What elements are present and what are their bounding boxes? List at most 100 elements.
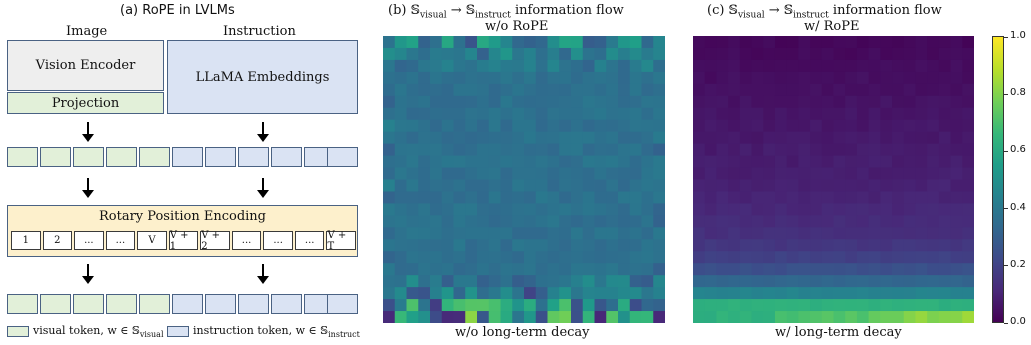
visual-token [106, 294, 137, 314]
heatmap-c-cell [821, 215, 835, 228]
heatmap-b-cell [594, 299, 607, 312]
heatmap-b-cell [535, 191, 549, 205]
heatmap-c-cell [798, 287, 811, 300]
heatmap-c-cell [739, 299, 753, 312]
heatmap-b-cell [524, 143, 537, 157]
heatmap-c-cell [915, 227, 928, 240]
heatmap-c-cell [821, 263, 835, 276]
heatmap-b-cell [418, 59, 431, 73]
colorbar-tick-label: 1.0 [1010, 30, 1026, 41]
heatmap-c-cell [763, 155, 776, 169]
heatmap-c-cell [868, 71, 881, 85]
heatmap-c-cell [915, 71, 928, 85]
heatmap-b-cell [465, 36, 478, 49]
heatmap-c-cell [880, 155, 893, 169]
instruction-token [327, 147, 358, 167]
heatmap-b-cell [653, 287, 665, 300]
heatmap-b-cell [465, 71, 478, 85]
heatmap-c-cell [716, 59, 729, 73]
heatmap-b-cell [653, 239, 665, 252]
heatmap-c-cell [763, 143, 776, 157]
heatmap-b-cell [547, 239, 560, 252]
heatmap-c-cell [821, 107, 835, 121]
heatmap-b-cell [535, 167, 549, 181]
heatmap-b-cell [430, 287, 443, 300]
heatmap-b-cell [535, 71, 549, 85]
heatmap-c-cell [903, 311, 917, 323]
heatmap-b-cell [453, 95, 466, 109]
heatmap-c-cell [915, 251, 928, 264]
heatmap-b-cell [441, 143, 455, 157]
heatmap-c-cell [880, 275, 893, 288]
heatmap-b-cell [430, 179, 443, 193]
heatmap-c-cell [880, 71, 893, 85]
heatmap-c-cell [704, 299, 718, 312]
heatmap-c-cell [938, 107, 952, 121]
heatmap-b-cell [582, 107, 596, 121]
heatmap-c-cell [962, 287, 974, 300]
heatmap-b-cell [641, 263, 654, 276]
heatmap-c-cell [903, 95, 917, 109]
heatmap-c-cell [915, 239, 928, 252]
heatmap-c-cell [751, 215, 764, 228]
heatmap-c-cell [716, 287, 729, 300]
heatmap-b-cell [594, 131, 607, 145]
heatmap-c-cell [962, 155, 974, 169]
heatmap-b-cell [441, 287, 455, 300]
heatmap-c-cell [927, 299, 940, 312]
heatmap-b-cell [571, 227, 584, 240]
heatmap-b-cell [582, 155, 596, 169]
heatmap-c-cell [774, 167, 788, 181]
heatmap-c-cell [833, 215, 846, 228]
heatmap-b-cell [582, 143, 596, 157]
heatmap-c-cell [962, 251, 974, 264]
heatmap-b-cell [477, 239, 490, 252]
heatmap-c-cell [950, 36, 963, 49]
heatmap-c-cell [774, 95, 788, 109]
heatmap-c-cell [892, 107, 905, 121]
heatmap-b-cell [406, 203, 419, 216]
heatmap-c-cell [821, 95, 835, 109]
heatmap-b-cell [453, 239, 466, 252]
heatmap-b-cell [441, 131, 455, 145]
panel-c-subtitle: w/ RoPE [804, 19, 860, 34]
heatmap-c-cell [798, 95, 811, 109]
colorbar-tick-mark [1004, 36, 1008, 38]
heatmap-b-cell [488, 287, 502, 300]
heatmap-b-cell [641, 311, 654, 323]
heatmap-b-cell [500, 95, 513, 109]
heatmap-c-cell [868, 36, 881, 49]
heatmap-c-cell [892, 71, 905, 85]
heatmap-c-cell [810, 263, 823, 276]
heatmap-b-cell [582, 287, 596, 300]
heatmap-c-cell [786, 83, 799, 97]
heatmap-c-cell [693, 227, 706, 240]
heatmap-c-cell [856, 215, 870, 228]
heatmap-c-cell [704, 203, 718, 216]
heatmap-b-cell [406, 287, 419, 300]
heatmap-b-cell [618, 287, 631, 300]
legend-instruct-label: instruction token, w ∈ 𝕊instruct [193, 324, 360, 339]
heatmap-c-cell [728, 311, 741, 323]
heatmap-c-cell [927, 155, 940, 169]
panel-b-title-arrow: → 𝕊 [446, 3, 476, 18]
heatmap-b-cell [547, 131, 560, 145]
heatmap-b-cell [453, 71, 466, 85]
heatmap-b-cell [477, 95, 490, 109]
heatmap-b-cell [406, 191, 419, 205]
heatmap-c-cell [833, 95, 846, 109]
heatmap-b-cell [559, 251, 572, 264]
heatmap-b-cell [571, 179, 584, 193]
heatmap-c-cell [728, 107, 741, 121]
heatmap-b-cell [606, 83, 619, 97]
heatmap-b-cell [629, 131, 643, 145]
heatmap-c-cell [962, 71, 974, 85]
heatmap-c [693, 36, 974, 323]
heatmap-c-cell [938, 227, 952, 240]
heatmap-b-cell [618, 71, 631, 85]
heatmap-c-cell [845, 155, 858, 169]
heatmap-b-cell [477, 36, 490, 49]
heatmap-b-cell [453, 36, 466, 49]
heatmap-c-cell [763, 131, 776, 145]
